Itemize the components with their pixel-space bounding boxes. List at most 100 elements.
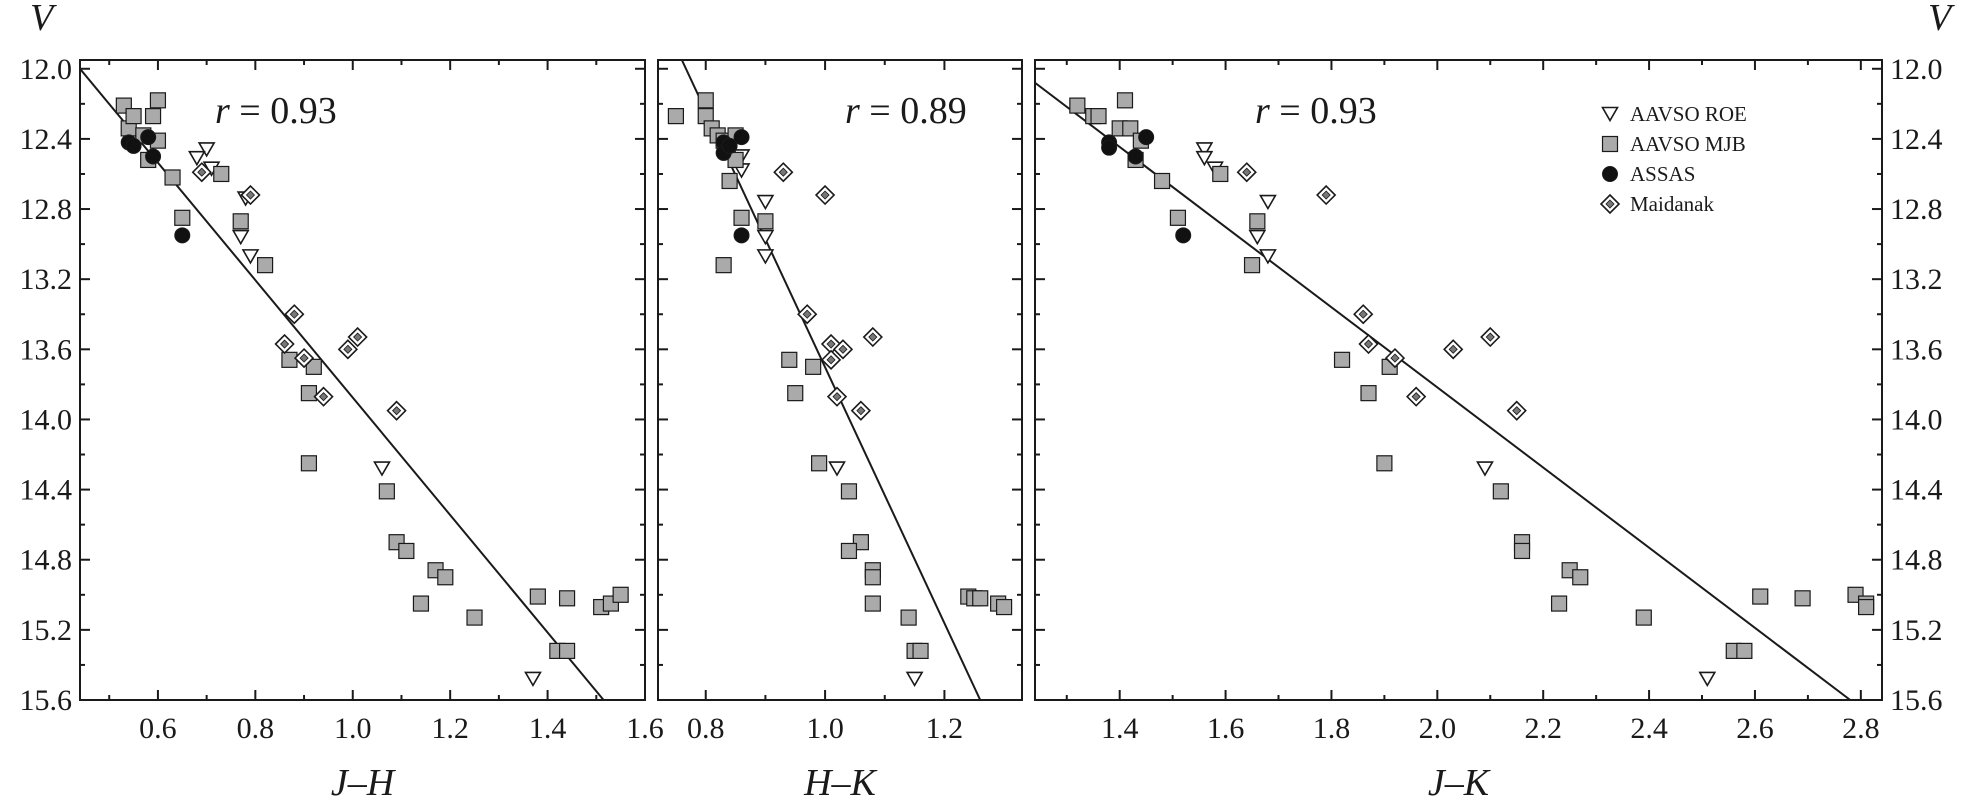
- data-point-diamond-inner: [1411, 392, 1421, 402]
- series-assas: [1101, 129, 1192, 244]
- y-tick-label: 15.6: [20, 684, 73, 717]
- data-point-diamond-inner: [353, 332, 363, 342]
- series-maidanak: [191, 162, 407, 421]
- data-point-diamond: [820, 349, 842, 370]
- data-point-square: [667, 108, 685, 125]
- data-point-square: [840, 542, 858, 560]
- data-point-diamond-inner: [1390, 353, 1400, 363]
- x-tick-label: 1.2: [431, 712, 469, 745]
- data-point-square: [300, 385, 318, 402]
- data-point-triangle-down: [905, 671, 924, 688]
- data-point-square: [1169, 209, 1187, 226]
- r-symbol: r: [215, 90, 230, 132]
- y-tick-label: 13.2: [20, 263, 73, 296]
- data-point-diamond-inner: [197, 167, 207, 177]
- series-maidanak: [773, 162, 883, 421]
- data-point-square: [558, 590, 576, 607]
- data-point-square: [1858, 598, 1875, 616]
- data-point-diamond: [284, 304, 305, 325]
- y-tick-label: 12.0: [1890, 53, 1943, 86]
- x-tick-label: 1.4: [1101, 712, 1139, 745]
- r-symbol: r: [845, 90, 860, 132]
- data-point-diamond-inner: [820, 190, 830, 200]
- data-point-square: [412, 595, 430, 612]
- data-point-square: [1492, 483, 1509, 500]
- data-point-square: [1333, 351, 1351, 368]
- panel-right-frame: [1034, 59, 1883, 701]
- data-point-circle: [733, 129, 750, 146]
- data-point-diamond: [1316, 184, 1337, 206]
- data-point-triangle-down: [1195, 142, 1214, 158]
- data-point-square: [995, 598, 1013, 616]
- data-point-triangle-down: [756, 229, 775, 246]
- data-point-square: [1752, 588, 1769, 605]
- data-point-diamond-inner: [778, 167, 788, 177]
- data-point-square: [1116, 92, 1134, 109]
- data-point-circle: [1127, 148, 1144, 165]
- y-tick-label: 14.0: [20, 403, 73, 436]
- data-point-square: [125, 108, 142, 125]
- data-point-triangle-down: [241, 249, 260, 265]
- data-point-square: [972, 590, 989, 607]
- y-tick-label: 12.8: [20, 193, 73, 226]
- data-point-triangle-down: [373, 461, 391, 477]
- data-point-square: [1360, 385, 1377, 402]
- data-point-diamond-inner: [318, 392, 329, 402]
- x-tick-label: 0.8: [687, 712, 725, 745]
- y-axis-title-right: V: [1928, 0, 1955, 39]
- data-point-diamond: [826, 386, 848, 407]
- x-tick-label: 1.6: [1207, 712, 1245, 745]
- data-point-diamond: [337, 339, 359, 360]
- data-point-diamond: [347, 326, 368, 348]
- data-point-square: [398, 542, 415, 560]
- data-point-diamond-inner: [280, 339, 290, 349]
- series-aavso-mjb: [115, 92, 629, 660]
- data-point-square: [852, 534, 869, 551]
- data-point-square: [900, 609, 917, 626]
- data-point-square: [1550, 595, 1568, 612]
- r-equals: =: [230, 90, 270, 132]
- data-point-circle: [721, 137, 738, 154]
- data-point-diamond-inner: [392, 406, 402, 416]
- data-point-circle: [1138, 129, 1155, 146]
- panel-left-frame: [79, 59, 646, 701]
- data-point-square: [864, 595, 881, 612]
- series-aavso-roe: [732, 149, 924, 688]
- data-point-triangle-down: [1195, 150, 1214, 167]
- series-assas: [120, 129, 191, 244]
- y-tick-label: 14.4: [20, 474, 73, 507]
- data-point-diamond-inner: [826, 339, 836, 349]
- data-point-triangle-down: [1698, 671, 1717, 688]
- data-point-square: [912, 642, 929, 660]
- data-point-circle: [125, 137, 142, 154]
- data-point-diamond-inner: [832, 392, 842, 402]
- fit-line-right: [1035, 81, 1851, 700]
- x-tick-label: 1.4: [529, 712, 567, 745]
- x-tick-label: 2.0: [1419, 712, 1457, 745]
- x-tick-label: 1.6: [626, 712, 664, 745]
- data-point-triangle-down: [756, 249, 775, 265]
- data-point-diamond: [1358, 333, 1379, 355]
- legend-marker-diamond: [1599, 193, 1621, 215]
- panel-middle-frame: [657, 59, 1023, 701]
- r-value: 0.93: [1310, 90, 1377, 132]
- legend-marker-circle: [1602, 166, 1618, 182]
- data-point-diamond: [832, 339, 854, 360]
- legend-marker-diamond-inner: [1605, 199, 1615, 209]
- data-point-square: [529, 588, 546, 605]
- legend-label: Maidanak: [1630, 192, 1714, 216]
- data-point-diamond: [274, 333, 295, 355]
- y-tick-label: 12.4: [1890, 123, 1943, 156]
- data-point-diamond: [773, 162, 794, 183]
- r-annotation-right: r = 0.93: [1255, 90, 1377, 132]
- data-point-square: [1069, 97, 1086, 114]
- data-point-circle: [145, 148, 162, 165]
- data-point-square: [811, 455, 828, 472]
- data-point-diamond-inner: [802, 309, 812, 319]
- x-axis-title-right: J–K: [1428, 762, 1491, 804]
- data-point-circle: [733, 227, 750, 244]
- y-tick-label: 12.4: [20, 123, 73, 156]
- data-point-square: [787, 385, 804, 402]
- data-point-square: [149, 92, 167, 109]
- data-point-square: [715, 257, 732, 274]
